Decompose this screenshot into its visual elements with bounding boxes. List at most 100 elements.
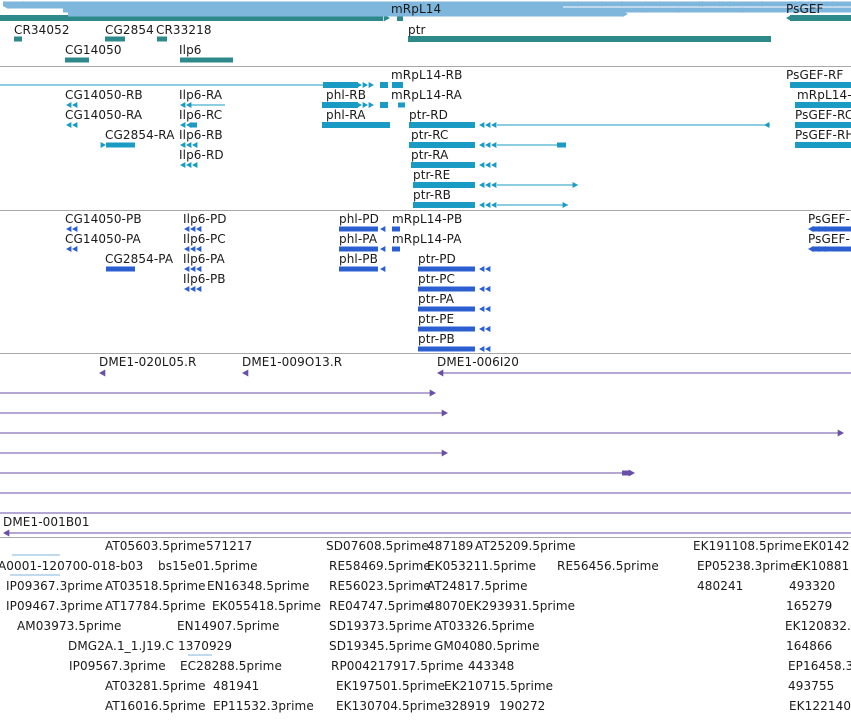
cds-bar[interactable] [418, 346, 475, 352]
transcript-label[interactable]: mRpL14-RB [391, 68, 463, 82]
exon-chevron[interactable] [66, 102, 72, 108]
est-label[interactable]: EK120832. [785, 619, 851, 633]
clone-label[interactable]: DME1-006I20 [437, 355, 519, 369]
protein-label[interactable]: CG14050-PB [65, 212, 142, 226]
exon-chevron[interactable] [479, 142, 485, 148]
exon-chevron[interactable] [186, 162, 192, 168]
clone-end-arrow[interactable] [3, 529, 10, 537]
protein-label[interactable]: PsGEF- [808, 232, 850, 246]
protein-label[interactable]: ptr-PC [418, 272, 456, 286]
exon-chevron[interactable] [485, 286, 491, 292]
exon-chevron[interactable] [485, 346, 491, 352]
exon-chevron[interactable] [180, 162, 186, 168]
clone-end-arrow[interactable] [837, 429, 844, 437]
est-label[interactable]: GM04080.5prime [434, 639, 540, 653]
exon-chevron[interactable] [190, 226, 196, 232]
est-label[interactable]: IP09567.3prime [69, 659, 166, 673]
exon-chevron[interactable] [380, 246, 386, 252]
read-arrow[interactable] [18, 1, 24, 7]
exon-bar[interactable] [392, 82, 403, 88]
exon-chevron[interactable] [72, 102, 78, 108]
est-label[interactable]: EK0142 [803, 539, 850, 553]
exon-chevron[interactable] [810, 142, 816, 148]
exon-chevron[interactable] [180, 142, 186, 148]
transcript-label[interactable]: ptr-RE [413, 168, 451, 182]
est-label[interactable]: 571217 [206, 539, 253, 553]
clone-label[interactable]: DME1-020L05.R [99, 355, 197, 369]
est-label[interactable]: DMG2A.1_1.J19.C [68, 639, 174, 653]
strand-arrow[interactable] [562, 202, 568, 208]
gene-bar[interactable] [65, 57, 89, 63]
protein-label[interactable]: phl-PA [339, 232, 378, 246]
est-label[interactable]: SD19345.5prime [329, 639, 432, 653]
read-bar[interactable] [499, 1, 851, 7]
exon-chevron[interactable] [362, 102, 368, 108]
est-label[interactable]: AT17784.5prime [105, 599, 206, 613]
exon-chevron[interactable] [186, 142, 192, 148]
transcript-label[interactable]: Ilp6-RC [179, 108, 223, 122]
exon-chevron[interactable] [368, 102, 374, 108]
exon-chevron[interactable] [798, 142, 804, 148]
est-label[interactable]: 480241 [697, 579, 744, 593]
protein-label[interactable]: phl-PD [339, 212, 379, 226]
gene-bar[interactable] [105, 36, 125, 42]
est-label[interactable]: 1370929 [178, 639, 233, 653]
exon-chevron[interactable] [808, 226, 814, 232]
clone-label[interactable]: DME1-001B01 [3, 515, 90, 529]
est-label[interactable]: 165279 [786, 599, 833, 613]
est-label[interactable]: A0001-120700-018-b03 [0, 559, 144, 573]
exon-chevron[interactable] [66, 122, 72, 128]
exon-chevron[interactable] [100, 142, 106, 148]
exon-chevron[interactable] [479, 182, 485, 188]
est-label[interactable]: EK210715.5prime [444, 679, 554, 693]
protein-label[interactable]: Ilp6-PA [183, 252, 225, 266]
protein-label[interactable]: mRpL14-PA [392, 232, 462, 246]
cds-bar[interactable] [812, 246, 851, 252]
gene-bar[interactable] [14, 36, 22, 42]
exon-chevron[interactable] [822, 102, 828, 108]
protein-label[interactable]: phl-PB [339, 252, 378, 266]
exon-chevron[interactable] [479, 266, 485, 272]
est-label[interactable]: EK10881 [795, 559, 850, 573]
est-label[interactable]: SD07608.5prime [326, 539, 429, 553]
gene-label[interactable]: CR34052 [14, 23, 70, 37]
transcript-label[interactable]: ptr-RA [411, 148, 449, 162]
exon-chevron[interactable] [479, 286, 485, 292]
est-label[interactable]: RP004217917.5prime [331, 659, 464, 673]
exon-bar[interactable] [322, 122, 390, 128]
exon-chevron[interactable] [800, 82, 806, 88]
protein-label[interactable]: Ilp6-PD [183, 212, 227, 226]
exon-chevron[interactable] [808, 246, 814, 252]
exon-chevron[interactable] [816, 122, 822, 128]
strand-arrow[interactable] [764, 122, 770, 128]
est-label[interactable]: AT03281.5prime [105, 679, 206, 693]
protein-label[interactable]: Ilp6-PB [183, 272, 226, 286]
est-label[interactable]: RE56456.5prime [557, 559, 659, 573]
gene-bar[interactable] [408, 36, 771, 42]
exon-chevron[interactable] [184, 226, 190, 232]
transcript-label[interactable]: mRpL14-RA [391, 88, 462, 102]
est-label[interactable]: RE58469.5prime [329, 559, 431, 573]
gene-label[interactable]: ptr [408, 23, 426, 37]
exon-chevron[interactable] [485, 162, 491, 168]
est-label[interactable]: EN16348.5prime [207, 579, 310, 593]
est-label[interactable]: 487189 [427, 539, 474, 553]
clone-end-arrow[interactable] [242, 369, 249, 377]
est-label[interactable]: 190272 [499, 699, 546, 713]
est-label[interactable]: RE04747.5prime [329, 599, 431, 613]
transcript-label[interactable]: ptr-RD [409, 108, 448, 122]
exon-bar[interactable] [190, 122, 197, 128]
exon-chevron[interactable] [184, 286, 190, 292]
est-label[interactable]: AT16016.5prime [105, 699, 206, 713]
exon-chevron[interactable] [184, 266, 190, 272]
exon-chevron[interactable] [798, 102, 804, 108]
exon-chevron[interactable] [820, 226, 826, 232]
est-label[interactable]: EK122140 [789, 699, 851, 713]
est-label[interactable]: 48070 [427, 599, 466, 613]
exon-chevron[interactable] [479, 306, 485, 312]
read-bar[interactable] [789, 1, 851, 7]
transcript-label[interactable]: CG14050-RB [65, 88, 143, 102]
protein-label[interactable]: ptr-PD [418, 252, 456, 266]
exon-chevron[interactable] [491, 122, 497, 128]
clone-end-arrow[interactable] [99, 369, 106, 377]
